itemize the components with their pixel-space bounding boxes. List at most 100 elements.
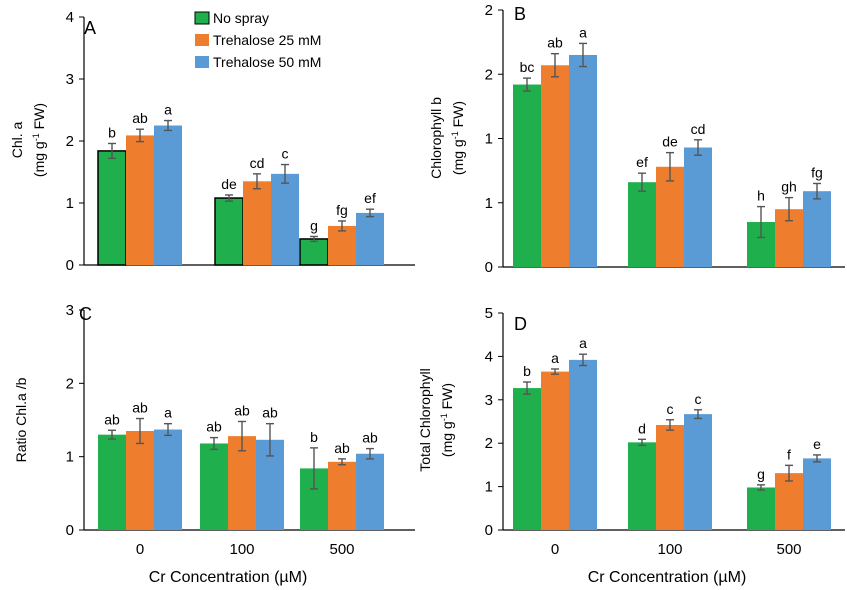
significance-letter: f [787, 446, 791, 462]
legend: No spray Trehalose 25 mM Trehalose 50 mM [194, 10, 321, 70]
bar [97, 150, 127, 266]
legend-label-trehalose-25: Trehalose 25 mM [213, 32, 321, 48]
y-tick-label: 4 [485, 348, 493, 365]
bar [200, 443, 228, 530]
significance-letter: b [523, 363, 531, 379]
bar [328, 461, 356, 530]
y-axis-unit: (mg g-1 FW) [31, 103, 47, 177]
bar [271, 173, 299, 265]
y-tick-label: 2 [485, 2, 493, 19]
y-axis-title: Chlorophyll b [428, 97, 444, 179]
significance-letter: a [164, 102, 172, 118]
y-tick-label: 5 [485, 305, 493, 322]
significance-letter: ab [206, 419, 222, 435]
bar [356, 453, 384, 530]
bar [628, 442, 656, 530]
bar [214, 197, 244, 266]
y-tick-label: 4 [66, 9, 74, 26]
significance-letter: a [164, 405, 172, 421]
x-tick-label: 100 [657, 541, 682, 558]
x-tick-label: 500 [329, 541, 354, 558]
significance-letter: c [667, 401, 674, 417]
bar [243, 181, 271, 265]
bar [747, 487, 775, 530]
y-tick-label: 2 [485, 66, 493, 83]
bar [228, 436, 256, 530]
y-tick-label: 1 [66, 449, 74, 466]
significance-letter: h [757, 188, 765, 204]
bar [541, 371, 569, 530]
bar [328, 225, 356, 265]
significance-letter: de [662, 134, 678, 150]
y-tick-label: 3 [66, 302, 74, 319]
bar [126, 135, 154, 265]
bar [513, 84, 541, 267]
significance-letter: e [813, 436, 821, 452]
significance-letter: ab [547, 35, 563, 51]
significance-letter: c [282, 146, 289, 162]
significance-letter: de [221, 176, 237, 192]
significance-letter: g [757, 466, 765, 482]
y-axis-unit: (mg g-1 FW) [439, 383, 455, 457]
legend-label-trehalose-50: Trehalose 50 mM [213, 54, 321, 70]
legend-swatch-trehalose-25 [195, 34, 209, 46]
x-axis-title: Cr Concentration (µM) [149, 569, 308, 586]
bar [126, 431, 154, 530]
bar [513, 388, 541, 530]
x-tick-label: 500 [776, 541, 801, 558]
bar [154, 429, 182, 530]
bar [656, 424, 684, 530]
bar [775, 473, 803, 530]
significance-letter: c [695, 391, 702, 407]
y-tick-label: 1 [485, 131, 493, 148]
significance-letter: b [310, 429, 318, 445]
bar [803, 191, 831, 267]
panel-b: B Chlorophyll b (mg g-1 FW) 0 1 1 2 2 bc ef h ab… [428, 2, 845, 276]
bar [98, 434, 126, 530]
significance-letter: a [579, 335, 587, 351]
y-tick-label: 3 [66, 71, 74, 88]
y-tick-label: 2 [485, 435, 493, 452]
y-axis-title: Chl. a [9, 122, 25, 159]
significance-letter: fg [811, 164, 823, 180]
significance-letter: g [310, 217, 318, 233]
significance-letter: a [579, 24, 587, 40]
panel-c: C Ratio Chl.a /b Cr Concentration (µM) 0… [13, 302, 415, 586]
bar [541, 65, 569, 267]
x-tick-label: 100 [229, 541, 254, 558]
legend-swatch-no-spray [194, 11, 210, 25]
bar [569, 359, 597, 530]
significance-letter: ab [132, 110, 148, 126]
bar [684, 147, 712, 267]
y-axis-unit: (mg g-1 FW) [450, 101, 466, 175]
legend-label-no-spray: No spray [213, 10, 269, 26]
y-tick-label: 0 [66, 522, 74, 539]
bar [628, 182, 656, 267]
x-tick-label: 0 [551, 541, 559, 558]
significance-letter: bc [520, 59, 535, 75]
y-tick-label: 3 [485, 392, 493, 409]
significance-letter: d [638, 420, 646, 436]
significance-letter: ab [132, 400, 148, 416]
panel-letter: C [79, 304, 92, 324]
y-tick-label: 1 [485, 479, 493, 496]
legend-swatch-trehalose-50 [195, 56, 209, 68]
y-tick-label: 0 [66, 257, 74, 274]
panel-letter: D [514, 314, 527, 334]
y-tick-label: 0 [485, 259, 493, 276]
bar [154, 125, 182, 265]
y-tick-label: 1 [66, 195, 74, 212]
panel-letter: A [84, 18, 96, 38]
significance-letter: ef [364, 190, 376, 206]
bar [684, 414, 712, 530]
x-tick-label: 0 [136, 541, 144, 558]
significance-letter: a [551, 350, 559, 366]
y-tick-label: 0 [485, 522, 493, 539]
significance-letter: gh [781, 179, 797, 195]
x-axis-title: Cr Concentration (µM) [588, 569, 747, 586]
bar [299, 238, 329, 266]
significance-letter: ab [262, 405, 278, 421]
y-tick-label: 1 [485, 195, 493, 212]
bar [569, 54, 597, 267]
